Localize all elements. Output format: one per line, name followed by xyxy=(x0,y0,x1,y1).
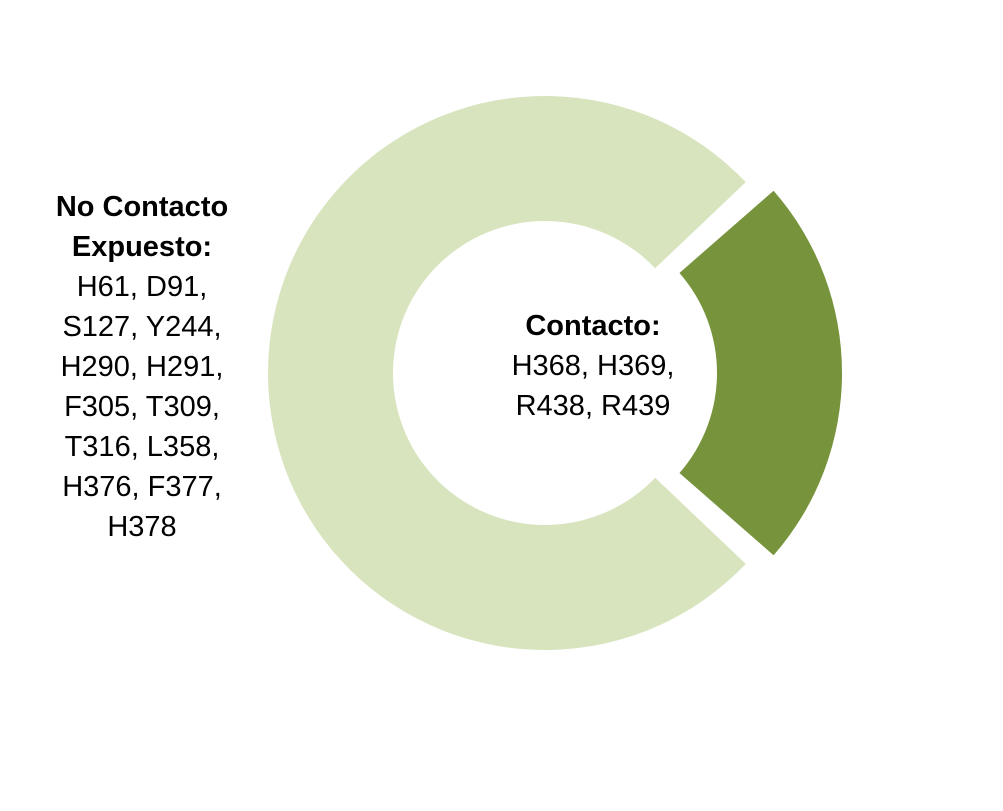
label-contacto: Contacto: H368, H369, R438, R439 xyxy=(478,306,708,426)
slice-no-contacto-expuesto xyxy=(267,95,746,651)
label-no-contacto-line: H378 xyxy=(107,511,177,543)
label-no-contacto-title-1: No Contacto xyxy=(55,191,229,223)
label-contacto-title: Contacto: xyxy=(525,310,661,342)
label-no-contacto-line: T316, L358, xyxy=(64,431,220,463)
label-no-contacto-line: F305, T309, xyxy=(64,391,220,423)
slice-contacto xyxy=(679,190,843,556)
label-no-contacto-line: H290, H291, xyxy=(60,351,224,383)
label-no-contacto-expuesto: No Contacto Expuesto: H61, D91, S127, Y2… xyxy=(22,187,262,547)
label-contacto-line: R438, R439 xyxy=(515,390,671,422)
label-no-contacto-line: H61, D91, xyxy=(76,271,208,303)
label-no-contacto-title-2: Expuesto: xyxy=(71,231,213,263)
label-no-contacto-line: H376, F377, xyxy=(62,471,222,503)
label-contacto-line: H368, H369, xyxy=(511,350,675,382)
label-no-contacto-line: S127, Y244, xyxy=(62,311,222,343)
